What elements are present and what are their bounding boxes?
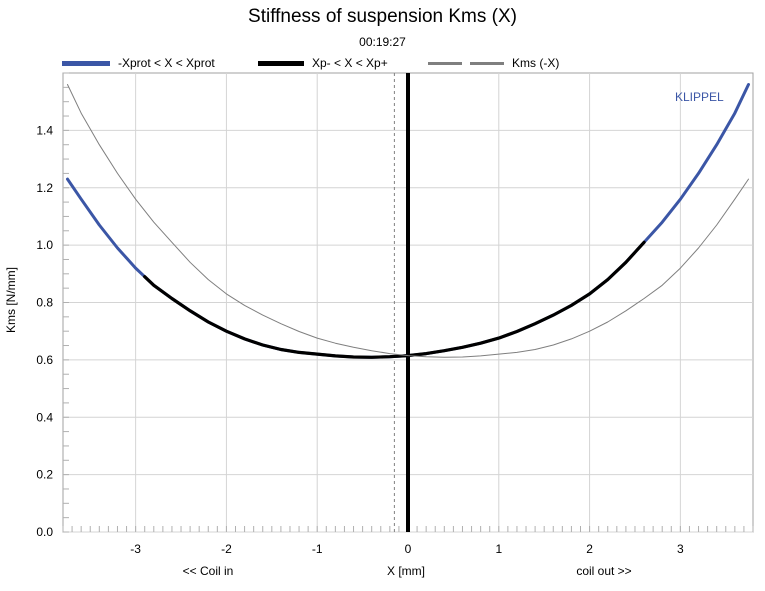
legend-item-xp: Xp- < X < Xp+ xyxy=(258,55,388,71)
legend-label-xprot: -Xprot < X < Xprot xyxy=(118,56,215,70)
x-tick-label-6: 3 xyxy=(677,542,684,556)
legend-swatch-xp xyxy=(258,60,304,66)
series-line-xp xyxy=(143,240,646,359)
x-tick-label-0: -3 xyxy=(130,542,141,556)
x-axis-label-right: coil out >> xyxy=(576,564,632,578)
y-tick-label-4: 0.8 xyxy=(36,296,53,310)
y-tick-label-0: 0.0 xyxy=(36,525,53,539)
legend-label-kms-neg: Kms (-X) xyxy=(512,56,560,70)
y-tick-label-2: 0.4 xyxy=(36,410,53,424)
chart-timestamp: 00:19:27 xyxy=(359,35,406,49)
legend-label-xp: Xp- < X < Xp+ xyxy=(312,56,388,70)
x-tick-label-3: 0 xyxy=(405,542,412,556)
legend-item-xprot: -Xprot < X < Xprot xyxy=(62,55,215,71)
y-tick-label-1: 0.2 xyxy=(36,468,53,482)
y-tick-label-5: 1.0 xyxy=(36,238,53,252)
x-tick-label-5: 2 xyxy=(586,542,593,556)
x-axis-label-left: << Coil in xyxy=(182,564,234,578)
y-tick-label-6: 1.2 xyxy=(36,181,53,195)
legend-swatch-kms-neg xyxy=(428,61,504,65)
x-tick-label-4: 1 xyxy=(495,542,502,556)
y-axis-label: Kms [N/mm] xyxy=(4,267,18,333)
chart-title: Stiffness of suspension Kms (X) xyxy=(248,6,517,27)
y-tick-label-7: 1.4 xyxy=(36,123,53,137)
x-tick-label-1: -2 xyxy=(221,542,232,556)
series-line-kms-neg xyxy=(67,84,749,358)
legend-item-kms-neg: Kms (-X) xyxy=(428,55,559,71)
legend-swatch-xprot xyxy=(62,60,110,66)
y-tick-label-3: 0.6 xyxy=(36,353,53,367)
x-tick-label-2: -1 xyxy=(312,542,323,556)
x-axis-label: X [mm] xyxy=(387,564,425,578)
brand-label: KLIPPEL xyxy=(675,90,724,104)
